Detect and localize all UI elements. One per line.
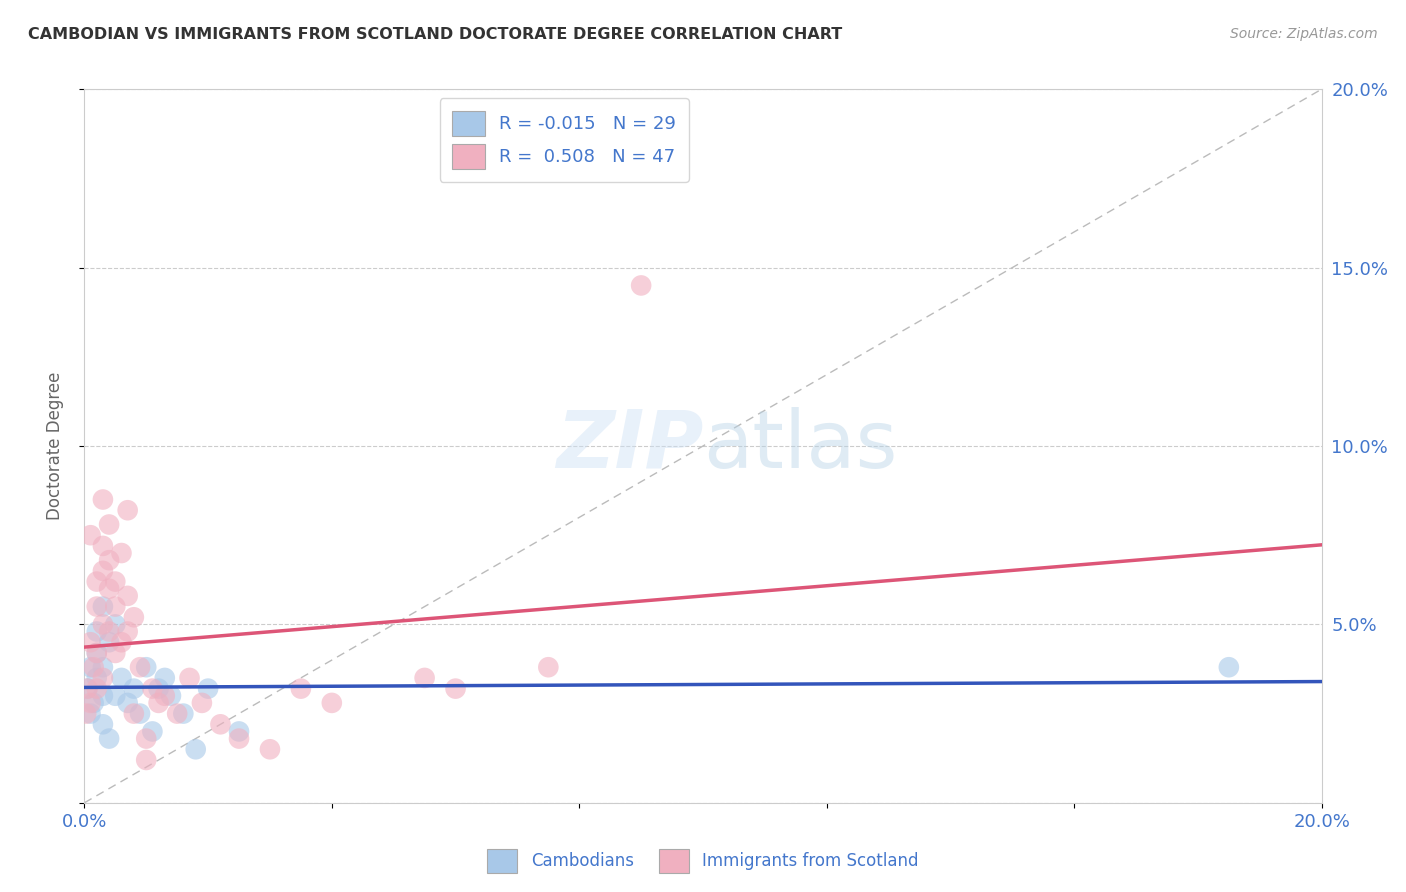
Text: CAMBODIAN VS IMMIGRANTS FROM SCOTLAND DOCTORATE DEGREE CORRELATION CHART: CAMBODIAN VS IMMIGRANTS FROM SCOTLAND DO…: [28, 27, 842, 42]
Point: [86, 671, 108, 685]
Point: [79, 660, 101, 674]
Point: [160, 689, 183, 703]
Point: [75, 706, 97, 721]
Point: [117, 696, 139, 710]
Text: Source: ZipAtlas.com: Source: ZipAtlas.com: [1230, 27, 1378, 41]
Point: [104, 646, 127, 660]
Point: [259, 742, 281, 756]
Point: [98, 731, 121, 746]
Point: [91, 564, 114, 578]
Point: [129, 660, 152, 674]
Point: [83, 660, 105, 674]
Point: [91, 539, 114, 553]
Point: [104, 574, 127, 589]
Point: [184, 742, 207, 756]
Point: [104, 599, 127, 614]
Point: [209, 717, 232, 731]
Point: [86, 624, 108, 639]
Point: [98, 635, 121, 649]
Y-axis label: Doctorate Degree: Doctorate Degree: [45, 372, 63, 520]
Point: [110, 671, 132, 685]
Point: [98, 624, 121, 639]
Point: [148, 696, 170, 710]
Point: [630, 278, 652, 293]
Point: [91, 671, 114, 685]
Point: [98, 553, 121, 567]
Point: [76, 681, 98, 696]
Point: [79, 696, 101, 710]
Point: [135, 660, 157, 674]
Point: [98, 582, 121, 596]
Point: [191, 696, 214, 710]
Point: [413, 671, 436, 685]
Point: [91, 492, 114, 507]
Point: [91, 689, 114, 703]
Point: [228, 731, 250, 746]
Point: [321, 696, 343, 710]
Point: [141, 681, 163, 696]
Point: [148, 681, 170, 696]
Point: [135, 753, 157, 767]
Point: [166, 706, 188, 721]
Point: [86, 599, 108, 614]
Point: [91, 599, 114, 614]
Point: [104, 617, 127, 632]
Text: atlas: atlas: [703, 407, 897, 485]
Point: [141, 724, 163, 739]
Point: [135, 731, 157, 746]
Point: [91, 717, 114, 731]
Point: [91, 660, 114, 674]
Point: [86, 646, 108, 660]
Point: [79, 635, 101, 649]
Point: [197, 681, 219, 696]
Point: [86, 681, 108, 696]
Point: [153, 689, 176, 703]
Point: [117, 589, 139, 603]
Point: [83, 696, 105, 710]
Point: [76, 681, 98, 696]
Point: [86, 574, 108, 589]
Point: [79, 528, 101, 542]
Point: [79, 706, 101, 721]
Point: [110, 546, 132, 560]
Text: ZIP: ZIP: [555, 407, 703, 485]
Point: [153, 671, 176, 685]
Point: [228, 724, 250, 739]
Point: [91, 617, 114, 632]
Point: [537, 660, 560, 674]
Point: [1218, 660, 1240, 674]
Point: [122, 681, 145, 696]
Point: [117, 624, 139, 639]
Point: [110, 635, 132, 649]
Point: [129, 706, 152, 721]
Point: [117, 503, 139, 517]
Point: [98, 517, 121, 532]
Point: [290, 681, 312, 696]
Legend: Cambodians, Immigrants from Scotland: Cambodians, Immigrants from Scotland: [481, 842, 925, 880]
Point: [122, 610, 145, 624]
Point: [104, 689, 127, 703]
Point: [172, 706, 194, 721]
Legend: R = -0.015   N = 29, R =  0.508   N = 47: R = -0.015 N = 29, R = 0.508 N = 47: [440, 98, 689, 182]
Point: [179, 671, 201, 685]
Point: [122, 706, 145, 721]
Point: [444, 681, 467, 696]
Point: [86, 646, 108, 660]
